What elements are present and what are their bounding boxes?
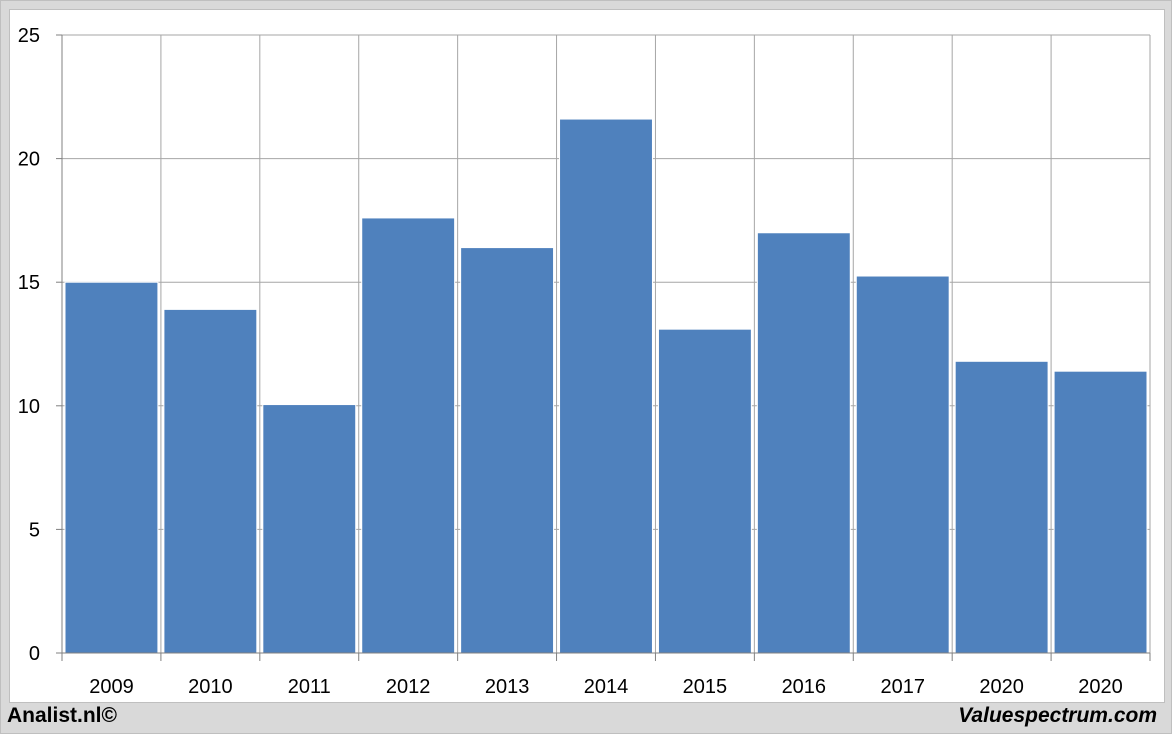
bar-2010-1 bbox=[163, 308, 258, 654]
bar-2009-0 bbox=[64, 281, 159, 654]
y-tick-label: 20 bbox=[18, 149, 40, 171]
bar-2017-8 bbox=[855, 275, 950, 654]
y-tick-label: 15 bbox=[18, 272, 40, 294]
bar-2015-6 bbox=[657, 328, 752, 654]
bar-2012-3 bbox=[361, 217, 456, 654]
x-tick-label: 2015 bbox=[683, 676, 728, 698]
x-tick-label: 2014 bbox=[584, 676, 629, 698]
x-tick-label: 2010 bbox=[188, 676, 233, 698]
x-tick-label: 2016 bbox=[782, 676, 827, 698]
y-tick-label: 25 bbox=[18, 25, 40, 47]
x-tick-label: 2017 bbox=[880, 676, 925, 698]
bars-layer bbox=[64, 118, 1148, 654]
bar-2020-9 bbox=[954, 360, 1049, 654]
x-tick-label: 2009 bbox=[89, 676, 134, 698]
bar-2011-2 bbox=[262, 404, 357, 654]
x-tick-label: 2011 bbox=[288, 676, 331, 698]
bar-2013-4 bbox=[460, 247, 555, 654]
bar-2016-7 bbox=[756, 232, 851, 654]
x-tick-label: 2020 bbox=[979, 676, 1024, 698]
y-tick-label: 5 bbox=[29, 519, 40, 541]
axis-layer bbox=[56, 34, 1151, 661]
footer-right-text: Valuespectrum.com bbox=[958, 704, 1157, 727]
bar-2014-5 bbox=[559, 118, 653, 654]
footer-left-text: Analist.nl© bbox=[7, 704, 117, 727]
x-tick-label: 2013 bbox=[485, 676, 530, 698]
y-tick-label: 10 bbox=[18, 396, 40, 418]
bar-2020-10 bbox=[1053, 370, 1148, 654]
x-tick-label: 2012 bbox=[386, 676, 431, 698]
x-tick-label: 2020 bbox=[1078, 676, 1123, 698]
y-tick-label: 0 bbox=[29, 643, 40, 665]
labels-layer: 0 5 10 15 20 25 2009 2010 2011 2012 2013 2014 2015 20… bbox=[18, 25, 1123, 698]
